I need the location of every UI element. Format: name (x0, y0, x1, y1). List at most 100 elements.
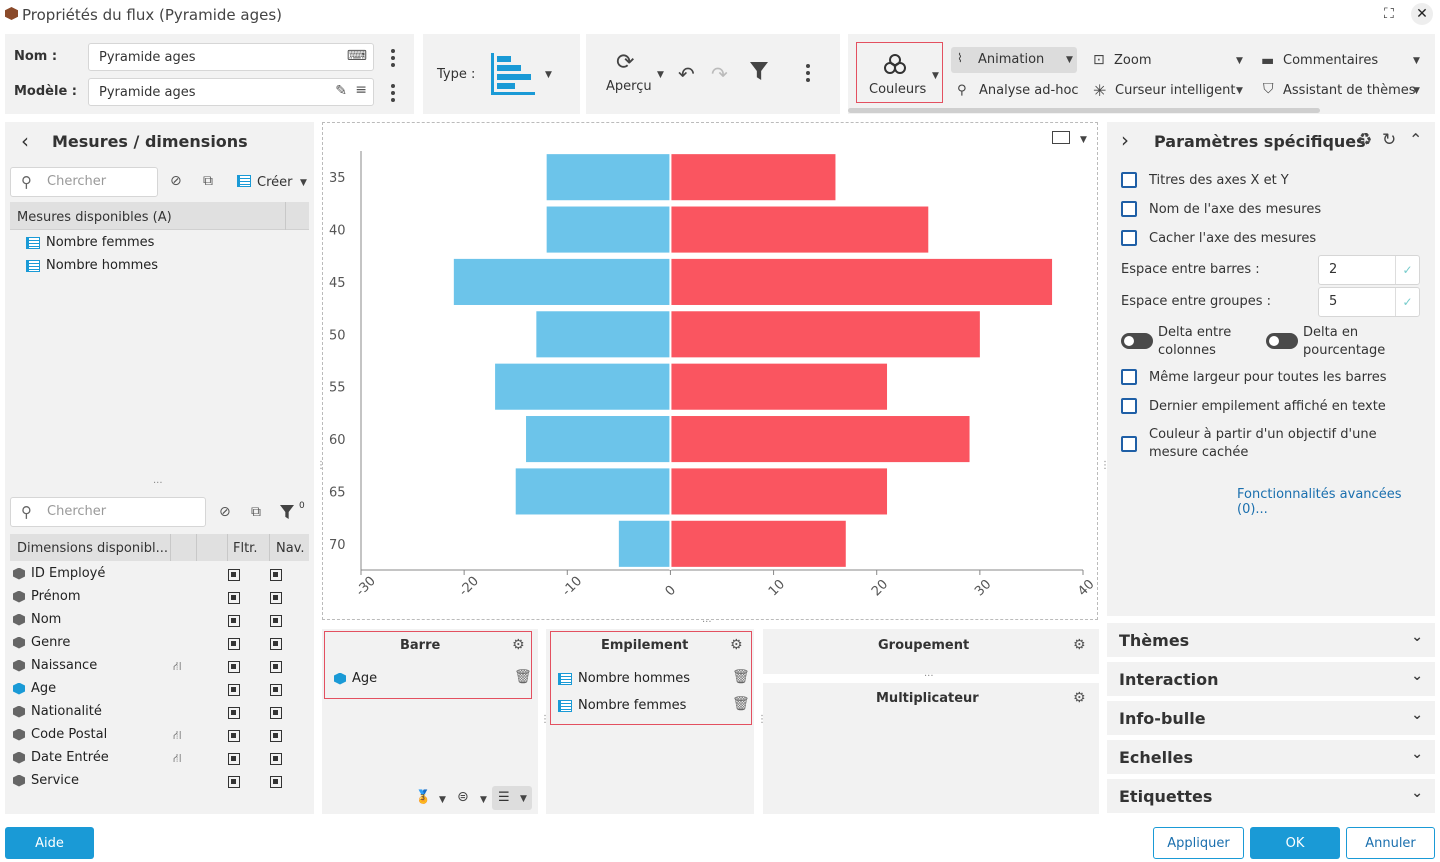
back-chevron-icon[interactable]: ‹ (21, 129, 29, 153)
settings-icon[interactable]: ⚙ (1073, 637, 1086, 653)
align-button[interactable]: ☰ ▼ (492, 786, 532, 810)
aide-button[interactable]: Aide (5, 827, 94, 859)
copy-icon[interactable]: ⧉ (251, 504, 261, 520)
list-icon[interactable]: ≡ (355, 82, 367, 98)
hierarchy-icon[interactable]: ⛙ (173, 728, 182, 742)
hide-icon[interactable]: ⊘ (219, 504, 231, 520)
accordion-echelles[interactable]: Echelles ⌄ (1107, 740, 1435, 774)
redo-icon[interactable]: ↷ (711, 62, 728, 86)
table-row[interactable]: Date Entrée (13, 750, 109, 765)
chevron-up-icon[interactable]: ⌃ (1409, 130, 1423, 149)
couleurs-label[interactable]: Couleurs (869, 82, 927, 97)
hierarchy-icon[interactable]: ⛙ (173, 751, 182, 765)
bar-chart-type-icon[interactable] (491, 53, 535, 97)
zoom-label[interactable]: Zoom (1114, 53, 1152, 68)
splitter-handle[interactable]: ··· (924, 671, 934, 682)
fltr-checkbox[interactable] (228, 684, 240, 696)
validate-icon[interactable]: ✓ (1395, 288, 1419, 316)
translate-icon[interactable]: ⌨ (346, 48, 367, 64)
table-row[interactable]: ID Employé (13, 566, 105, 581)
splitter-handle[interactable]: ⋮ (1100, 460, 1110, 471)
zoom-dropdown-icon[interactable]: ▼ (1236, 56, 1243, 66)
close-icon[interactable]: ✕ (1411, 3, 1433, 25)
validate-icon[interactable]: ✓ (1395, 256, 1419, 284)
nav-checkbox[interactable] (270, 569, 282, 581)
fltr-checkbox[interactable] (228, 707, 240, 719)
commentaires-dropdown-icon[interactable]: ▼ (1413, 56, 1420, 66)
nav-checkbox[interactable] (270, 776, 282, 788)
table-row[interactable]: Nom (13, 612, 61, 627)
creer-dropdown-icon[interactable]: ▼ (300, 178, 307, 188)
nom-menu-icon[interactable] (391, 49, 395, 70)
nav-checkbox[interactable] (270, 730, 282, 742)
rank-dropdown-icon[interactable]: ▼ (439, 795, 446, 805)
nav-checkbox[interactable] (270, 684, 282, 696)
table-row[interactable]: Service (13, 773, 79, 788)
fltr-checkbox[interactable] (228, 730, 240, 742)
toolbar-scrollbar[interactable] (848, 108, 1320, 113)
chart-dropdown-icon[interactable]: ▼ (1080, 135, 1087, 145)
fltr-checkbox[interactable] (228, 776, 240, 788)
table-row[interactable]: Genre (13, 635, 70, 650)
nom-input[interactable]: Pyramide ages ⌨ (88, 43, 374, 71)
recycle-icon[interactable]: ♻ (1357, 130, 1373, 150)
assistant-label[interactable]: Assistant de thèmes (1283, 83, 1416, 98)
fltr-checkbox[interactable] (228, 638, 240, 650)
splitter-handle[interactable]: ⋮ (540, 714, 550, 725)
accordion-etiquettes[interactable]: Etiquettes ⌄ (1107, 779, 1435, 813)
fltr-checkbox[interactable] (228, 753, 240, 765)
fltr-checkbox[interactable] (228, 569, 240, 581)
couleurs-dropdown-icon[interactable]: ▼ (932, 71, 939, 81)
measure-search-input[interactable]: ⚲ Chercher (10, 167, 158, 197)
appliquer-button[interactable]: Appliquer (1153, 827, 1244, 859)
accordion-interaction[interactable]: Interaction ⌄ (1107, 662, 1435, 696)
table-row[interactable]: Code Postal (13, 727, 107, 742)
trash-icon[interactable]: 🗑 (514, 669, 532, 685)
table-row[interactable]: Prénom (13, 589, 81, 604)
accordion-themes[interactable]: Thèmes ⌄ (1107, 623, 1435, 657)
delta-colonnes-toggle[interactable] (1121, 333, 1153, 349)
modele-input[interactable]: Pyramide ages ✎ ≡ (88, 78, 374, 106)
list-item[interactable]: Nombre femmes (26, 235, 154, 250)
splitter-handle[interactable]: ⋮ (316, 460, 326, 471)
maximize-icon[interactable]: ⛶ (1384, 6, 1394, 22)
fltr-checkbox[interactable] (228, 615, 240, 627)
animation-button[interactable]: ⌇ Animation ▼ (951, 47, 1077, 73)
modele-menu-icon[interactable] (391, 84, 395, 105)
settings-icon[interactable]: ⚙ (1073, 690, 1086, 706)
hide-icon[interactable]: ⊘ (170, 173, 182, 189)
curseur-dropdown-icon[interactable]: ▼ (1236, 86, 1243, 96)
curseur-label[interactable]: Curseur intelligent (1115, 83, 1236, 98)
table-row[interactable]: Nationalité (13, 704, 102, 719)
titres-checkbox[interactable] (1121, 172, 1137, 188)
nav-checkbox[interactable] (270, 707, 282, 719)
collapse-chevron-icon[interactable]: › (1121, 128, 1129, 152)
copy-icon[interactable]: ⧉ (203, 173, 213, 189)
equal-dropdown-icon[interactable]: ▼ (480, 795, 487, 805)
equal-icon[interactable]: ⊜ (457, 789, 469, 805)
type-dropdown-icon[interactable]: ▼ (545, 70, 552, 80)
list-item[interactable]: Age (334, 671, 377, 686)
espace-groupes-input[interactable]: 5 ✓ (1318, 287, 1420, 317)
nav-checkbox[interactable] (270, 661, 282, 673)
dimension-search-input[interactable]: ⚲ Chercher (10, 497, 206, 527)
couleur-objectif-checkbox[interactable] (1121, 436, 1137, 452)
list-item[interactable]: Nombre femmes (558, 698, 686, 713)
ok-button[interactable]: OK (1250, 827, 1340, 859)
table-row[interactable]: Naissance (13, 658, 97, 673)
trash-icon[interactable]: 🗑 (732, 669, 750, 685)
hierarchy-icon[interactable]: ⛙ (173, 659, 182, 673)
splitter-handle[interactable]: ⋮ (757, 714, 767, 725)
reset-icon[interactable]: ↻ (1382, 130, 1397, 150)
table-row[interactable]: Age (13, 681, 56, 696)
filter-icon[interactable] (280, 505, 294, 519)
fltr-checkbox[interactable] (228, 661, 240, 673)
splitter-handle[interactable]: ··· (153, 478, 163, 489)
fltr-checkbox[interactable] (228, 592, 240, 604)
apercu-label[interactable]: Aperçu (606, 79, 652, 94)
list-item[interactable]: Nombre hommes (26, 258, 158, 273)
meme-largeur-checkbox[interactable] (1121, 369, 1137, 385)
creer-label[interactable]: Créer (257, 175, 293, 190)
preview-menu-icon[interactable] (806, 64, 810, 85)
list-item[interactable]: Nombre hommes (558, 671, 690, 686)
